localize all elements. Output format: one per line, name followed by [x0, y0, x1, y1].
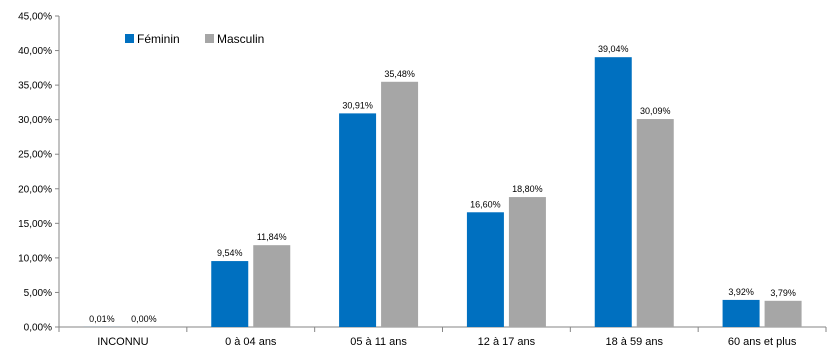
x-category-label: 18 à 59 ans	[606, 336, 664, 348]
y-tick-label: 40,00%	[18, 46, 52, 57]
bar-value-label: 30,09%	[640, 106, 671, 116]
y-tick-label: 5,00%	[24, 288, 52, 299]
y-tick-label: 10,00%	[18, 253, 52, 264]
bar-masculin	[508, 197, 546, 327]
y-tick-label: 15,00%	[18, 219, 52, 230]
bar-value-label: 39,04%	[598, 44, 629, 54]
x-category-label: 12 à 17 ans	[478, 336, 536, 348]
bar-value-label: 16,60%	[470, 199, 501, 209]
bar-masculin	[253, 245, 291, 327]
bar-value-label: 0,00%	[131, 314, 157, 324]
bar-masculin	[764, 300, 802, 327]
bar-value-label: 9,54%	[217, 248, 243, 258]
bar-feminin	[594, 57, 632, 328]
bar-masculin	[636, 119, 674, 327]
y-tick-label: 25,00%	[18, 150, 52, 161]
bar-value-label: 30,91%	[342, 100, 373, 110]
legend-label: Féminin	[137, 32, 180, 46]
y-tick-label: 0,00%	[24, 323, 52, 334]
bar-feminin	[211, 261, 249, 327]
legend-swatch	[125, 34, 134, 43]
bar-value-label: 35,48%	[384, 69, 415, 79]
bar-value-label: 11,84%	[257, 232, 287, 242]
y-tick-label: 20,00%	[18, 184, 52, 195]
bar-value-label: 3,79%	[770, 288, 796, 298]
x-category-label: 0 à 04 ans	[225, 336, 277, 348]
y-tick-label: 30,00%	[18, 115, 52, 126]
bar-masculin	[381, 81, 419, 327]
bar-value-label: 18,80%	[512, 184, 543, 194]
bar-feminin	[339, 113, 377, 327]
x-category-label: 60 ans et plus	[728, 336, 797, 348]
chart-legend: Féminin Masculin	[125, 32, 264, 46]
chart-data-labels: 0,01% 0,00% 9,54% 11,84% 30,91% 35,48% 16,60% 1…	[89, 44, 796, 324]
bar-value-label: 3,92%	[728, 287, 754, 297]
x-category-label: 05 à 11 ans	[350, 336, 407, 348]
bar-value-label: 0,01%	[89, 314, 115, 324]
chart-axes: 0,00% 5,00% 10,00% 15,00% 20,00% 25,00% 30,00%…	[18, 12, 827, 348]
x-category-label: INCONNU	[97, 336, 148, 348]
legend-swatch	[205, 34, 214, 43]
bar-feminin	[466, 212, 504, 327]
bar-feminin	[722, 299, 760, 327]
chart-bars	[83, 57, 802, 328]
y-tick-label: 45,00%	[18, 12, 52, 23]
legend-label: Masculin	[217, 32, 264, 46]
y-tick-label: 35,00%	[18, 81, 52, 92]
